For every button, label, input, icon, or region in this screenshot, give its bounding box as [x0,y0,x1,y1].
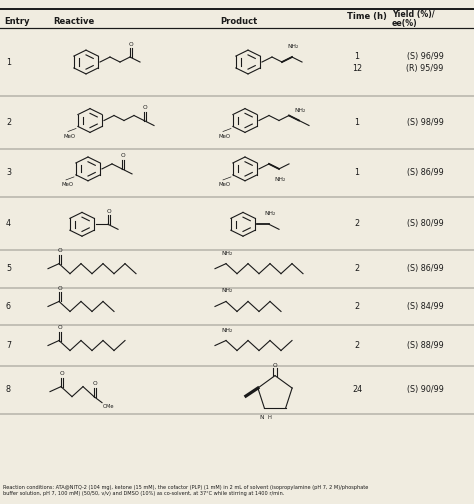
Text: NH₂: NH₂ [264,211,275,216]
Text: O: O [121,153,126,158]
Text: 2: 2 [355,302,360,311]
Text: ee(%): ee(%) [392,19,418,28]
Text: 2: 2 [355,341,360,350]
Text: 8: 8 [6,385,11,394]
Text: NH₂: NH₂ [221,250,233,256]
Text: MeO: MeO [219,134,231,139]
Text: 1: 1 [6,57,11,67]
Text: (S) 96/99: (S) 96/99 [407,51,444,60]
Text: MeO: MeO [62,182,74,187]
Text: 2: 2 [355,264,360,273]
Text: 6: 6 [6,302,11,311]
Text: MeO: MeO [64,134,76,139]
Text: (S) 98/99: (S) 98/99 [407,118,444,127]
Text: N: N [259,415,264,420]
Text: (S) 90/99: (S) 90/99 [407,385,444,394]
Text: Entry: Entry [4,18,29,27]
Text: O: O [93,381,98,386]
Text: MeO: MeO [219,182,231,187]
Text: 12: 12 [352,64,362,73]
Text: NH₂: NH₂ [287,44,299,49]
Text: Yield (%)/: Yield (%)/ [392,10,435,19]
Text: 1: 1 [355,51,359,60]
Text: NH₂: NH₂ [274,177,286,182]
Text: O: O [58,248,63,253]
Text: 1: 1 [355,168,359,177]
Text: 7: 7 [6,341,11,350]
Text: (R) 95/99: (R) 95/99 [406,64,444,73]
Text: Product: Product [220,18,257,27]
Text: NH₂: NH₂ [294,107,306,112]
Text: 4: 4 [6,219,11,228]
Text: NH₂: NH₂ [221,288,233,293]
Text: 24: 24 [352,385,362,394]
Text: O: O [107,209,111,214]
Text: O: O [273,363,277,368]
Text: O: O [60,371,64,376]
Text: 2: 2 [355,219,360,228]
Text: O: O [58,286,63,291]
Text: (S) 80/99: (S) 80/99 [407,219,443,228]
Text: 5: 5 [6,264,11,273]
Text: OMe: OMe [103,404,115,409]
Text: 1: 1 [355,118,359,127]
Text: O: O [143,105,147,110]
Text: 3: 3 [6,168,11,177]
Text: O: O [129,41,134,46]
Text: NH₂: NH₂ [221,328,233,333]
Text: 2: 2 [6,118,11,127]
Text: O: O [58,325,63,330]
Text: Reactive: Reactive [53,18,94,27]
Text: Reaction conditions: ATA@NITQ-2 (104 mg), ketone (15 mM), the cofactor (PLP) (1 : Reaction conditions: ATA@NITQ-2 (104 mg)… [3,485,368,496]
Text: (S) 88/99: (S) 88/99 [407,341,443,350]
Text: (S) 86/99: (S) 86/99 [407,168,443,177]
Text: (S) 86/99: (S) 86/99 [407,264,443,273]
Text: Time (h): Time (h) [347,12,387,21]
Text: H: H [267,415,271,420]
Text: (S) 84/99: (S) 84/99 [407,302,443,311]
